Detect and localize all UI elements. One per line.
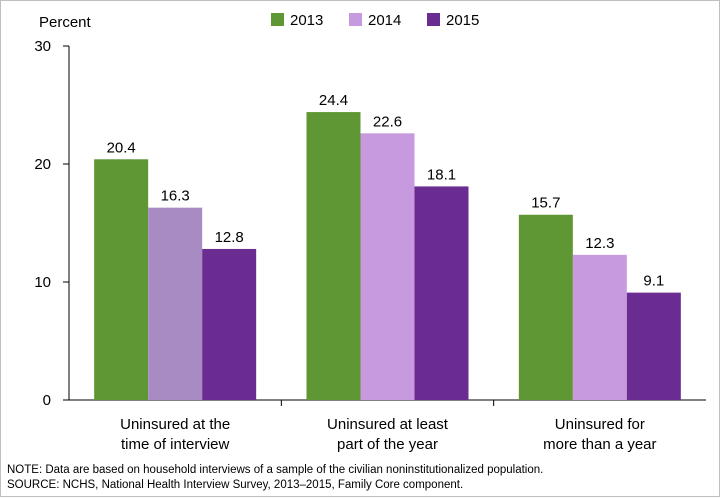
bar-2014 [148, 207, 203, 400]
category-label: Uninsured for [555, 416, 645, 433]
bar-value-label: 22.6 [373, 113, 402, 130]
legend-swatch-2013 [271, 13, 284, 26]
bar-value-label: 9.1 [643, 273, 664, 290]
category-label: Uninsured at the [120, 416, 230, 433]
bar-value-label: 20.4 [107, 139, 136, 156]
legend-swatch-2015 [427, 13, 440, 26]
y-tick-label: 0 [43, 392, 51, 409]
category-label: part of the year [337, 436, 438, 453]
bar-2015 [626, 292, 681, 400]
bar-value-label: 12.3 [585, 235, 614, 252]
bar-2013 [518, 214, 573, 400]
source-text: SOURCE: NCHS, National Health Interview … [7, 479, 464, 491]
bar-value-label: 15.7 [531, 195, 560, 212]
y-tick-label: 20 [34, 156, 51, 173]
bar-value-label: 16.3 [161, 188, 190, 205]
legend-label: 2014 [368, 12, 401, 29]
bar-2013 [306, 112, 361, 400]
y-tick-label: 30 [34, 38, 51, 55]
bar-2014 [360, 133, 415, 400]
note-text: NOTE: Data are based on household interv… [7, 464, 544, 476]
legend-swatch-2014 [349, 13, 362, 26]
y-axis-label: Percent [39, 14, 92, 31]
bar-value-label: 24.4 [319, 92, 348, 109]
bar-2013 [94, 159, 149, 400]
legend-label: 2013 [290, 12, 323, 29]
bar-2015 [414, 186, 469, 400]
y-tick-label: 10 [34, 274, 51, 291]
bar-value-label: 18.1 [427, 166, 456, 183]
bar-value-label: 12.8 [215, 229, 244, 246]
category-label: more than a year [543, 436, 656, 453]
bar-2014 [572, 254, 627, 400]
bar-2015 [202, 248, 257, 400]
legend-label: 2015 [446, 12, 479, 29]
category-label: Uninsured at least [327, 416, 449, 433]
category-label: time of interview [121, 436, 230, 453]
